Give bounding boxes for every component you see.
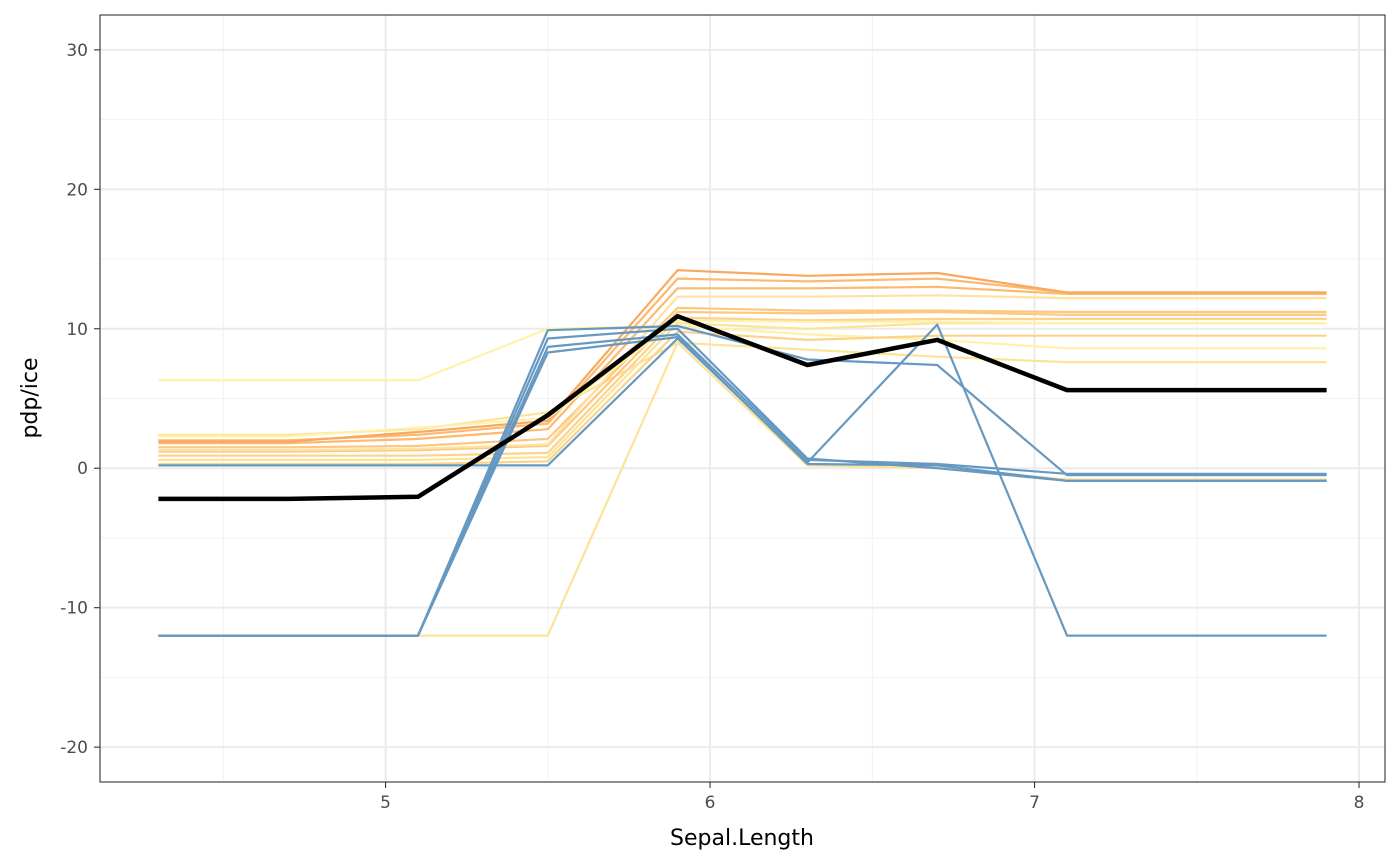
x-tick-label: 6 — [705, 793, 716, 813]
y-tick-label: -20 — [60, 738, 88, 758]
y-tick-label: 0 — [77, 459, 88, 479]
x-tick-label: 7 — [1029, 793, 1040, 813]
ice-line-12 — [158, 269, 1327, 443]
plot-panel-border — [99, 14, 1386, 783]
ice-line-8 — [158, 306, 1327, 449]
ice-line-18 — [158, 324, 1327, 637]
ice-line-9 — [158, 294, 1327, 452]
x-axis: 5 6 7 8 — [380, 782, 1364, 813]
ice-lines — [158, 269, 1327, 637]
y-tick-label: 10 — [66, 320, 88, 340]
pdp-line-path — [158, 313, 1327, 502]
x-axis-title: Sepal.Length — [670, 826, 814, 851]
ice-line-10 — [158, 285, 1327, 445]
x-tick-label: 8 — [1354, 793, 1365, 813]
ice-line-7 — [158, 310, 1327, 453]
y-tick-label: 20 — [66, 180, 88, 200]
ice-line-13 — [158, 319, 1327, 438]
y-axis: -20 -10 0 10 20 30 — [60, 41, 100, 758]
grid — [100, 15, 1385, 782]
ice-line-4 — [158, 330, 1327, 466]
x-tick-label: 5 — [380, 793, 391, 813]
y-tick-label: 30 — [66, 41, 88, 61]
y-tick-label: -10 — [60, 599, 88, 619]
pdp-line — [158, 313, 1327, 502]
y-axis-title: pdp/ice — [18, 357, 43, 438]
